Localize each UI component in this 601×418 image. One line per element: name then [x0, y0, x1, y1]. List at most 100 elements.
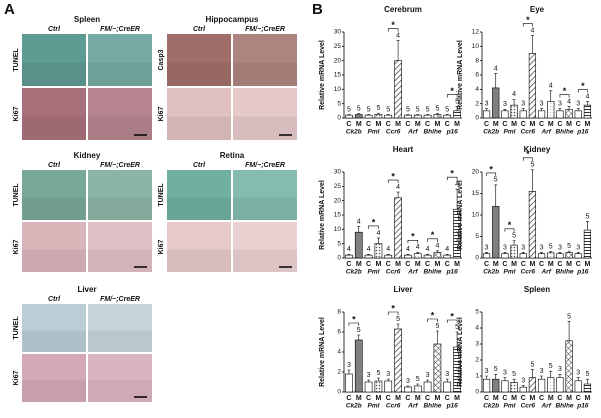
x-tick-label: C: [346, 395, 351, 402]
y-tick-label: 4: [475, 86, 479, 93]
n-label: 3: [576, 369, 580, 376]
n-label: 5: [585, 371, 589, 378]
significance-label: *: [450, 86, 454, 96]
significance-label: *: [526, 149, 530, 159]
x-tick-label: C: [557, 261, 562, 268]
error-bar: [512, 99, 516, 106]
y-tick-label: 6: [337, 329, 341, 336]
error-bar: [530, 369, 534, 378]
bar: [423, 381, 432, 393]
y-axis-label: Relative mRNA Level: [319, 317, 326, 387]
n-label: 5: [376, 370, 380, 377]
micrograph: [22, 354, 86, 402]
y-tick-label: 0: [337, 115, 341, 122]
bar: [574, 110, 582, 119]
error-bar: [512, 240, 516, 246]
n-label: 4: [376, 230, 380, 237]
x-tick-label: C: [386, 395, 391, 402]
micrograph-texture: [22, 62, 86, 86]
panel-label: B: [312, 1, 323, 18]
n-label: 4: [494, 65, 498, 72]
micrograph: [233, 170, 297, 220]
bar: [528, 377, 537, 393]
micrograph: [233, 34, 297, 86]
x-tick-label: C: [502, 261, 507, 268]
n-label: 5: [357, 327, 361, 334]
n-label: 4: [367, 246, 371, 253]
row-label: Ki67: [13, 240, 20, 255]
micrograph: [22, 88, 86, 140]
x-tick-label: M: [548, 121, 554, 128]
n-label: 4: [549, 83, 553, 90]
n-label: 4: [567, 98, 571, 105]
micrograph-texture: [233, 116, 297, 140]
error-bar: [576, 252, 580, 254]
group-label: Arf: [407, 269, 418, 276]
bar: [404, 114, 412, 119]
micrograph-texture: [22, 330, 86, 352]
group-label: Ccr6: [386, 403, 401, 410]
error-bar: [521, 108, 525, 111]
y-tick-label: 5: [475, 233, 479, 240]
micrograph: [167, 34, 231, 86]
error-bar: [416, 251, 420, 254]
bar: [413, 114, 422, 119]
x-tick-label: C: [405, 395, 410, 402]
bar: [394, 328, 402, 393]
n-label: 5: [396, 316, 400, 323]
x-tick-label: M: [529, 261, 535, 268]
error-bar: [445, 253, 449, 256]
y-tick-label: 1: [475, 373, 479, 380]
x-tick-label: M: [566, 121, 572, 128]
error-bar: [435, 330, 439, 344]
n-label: 4: [347, 246, 351, 253]
y-tick-label: 25: [334, 43, 342, 50]
x-tick-label: M: [395, 261, 401, 268]
y-tick-label: 8: [475, 57, 479, 64]
x-tick-label: M: [454, 121, 460, 128]
group-label: p16: [576, 129, 589, 136]
bar: [443, 114, 452, 119]
x-tick-label: C: [576, 121, 581, 128]
group-label: Ck2b: [346, 403, 362, 410]
y-tick-label: 20: [472, 169, 480, 176]
y-axis-label: Relative mRNA Level: [319, 180, 326, 250]
bar: [482, 253, 491, 259]
y-tick-label: 10: [472, 212, 480, 219]
significance-bracket: [407, 239, 419, 244]
error-bar: [367, 379, 371, 382]
bar: [413, 385, 422, 393]
n-label: 3: [503, 369, 507, 376]
column-header: FM/−;CreER: [245, 162, 285, 169]
n-label: 3: [540, 101, 544, 108]
error-bar: [386, 114, 390, 116]
x-tick-label: M: [415, 261, 421, 268]
group-label: Arf: [540, 269, 551, 276]
x-tick-label: M: [529, 395, 535, 402]
n-label: 4: [455, 181, 459, 188]
group-label: Ck2b: [483, 403, 499, 410]
error-bar: [416, 383, 420, 386]
error-bar: [585, 378, 589, 384]
error-bar: [445, 378, 449, 382]
column-header: FM/−;CreER: [100, 26, 140, 33]
n-label: 4: [386, 246, 390, 253]
bar: [394, 197, 402, 259]
significance-label: *: [450, 311, 454, 321]
x-tick-label: C: [445, 261, 450, 268]
bar: [354, 339, 363, 393]
y-tick-label: 6: [475, 72, 479, 79]
x-tick-label: C: [366, 395, 371, 402]
bar: [394, 60, 402, 119]
micrograph-texture: [167, 249, 231, 272]
significance-label: *: [508, 220, 512, 230]
y-tick-label: 12: [472, 29, 480, 36]
significance-label: *: [489, 164, 493, 174]
group-label: Pml: [504, 403, 516, 410]
x-tick-label: M: [511, 261, 517, 268]
n-label: 3: [503, 101, 507, 108]
error-bar: [549, 370, 553, 378]
n-label: 3: [576, 244, 580, 251]
x-tick-label: C: [539, 121, 544, 128]
